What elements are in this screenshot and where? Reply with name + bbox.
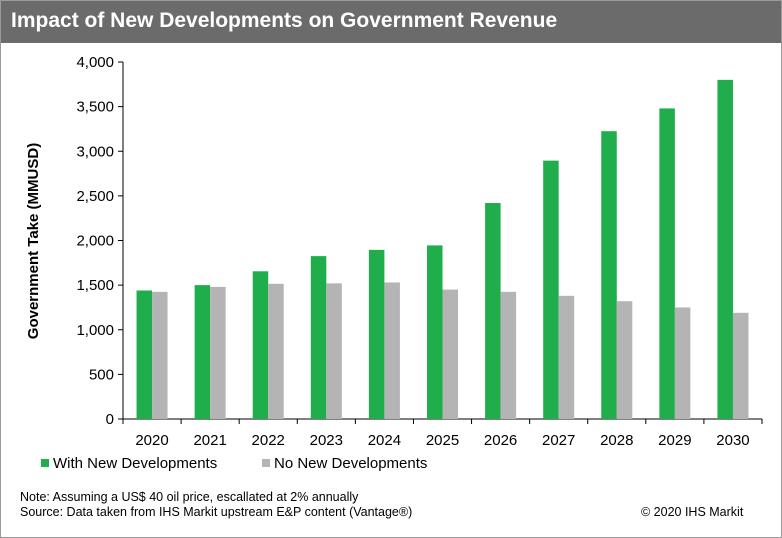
legend-label: No New Developments [274,455,427,472]
bar-no-new-developments [268,283,284,419]
title-bar: Impact of New Developments on Government… [1,1,781,43]
chart-source: Source: Data taken from IHS Markit upstr… [20,505,413,519]
y-axis-label-group: Government Take (MMUSD) [25,143,42,339]
bar-no-new-developments [326,283,342,419]
y-tick-label: 3,500 [76,99,114,116]
bar-no-new-developments [732,312,749,419]
x-tick-label: 2020 [135,432,168,449]
chart-title: Impact of New Developments on Government… [11,9,558,32]
x-tick-label: 2022 [252,432,285,449]
bar-with-new-developments [194,285,211,419]
bar-no-new-developments [558,295,575,419]
bars [136,79,749,419]
bar-no-new-developments [384,282,400,419]
bar-with-new-developments [368,249,385,419]
bar-no-new-developments [210,286,226,419]
bar-with-new-developments [427,245,443,419]
x-tick-label: 2024 [368,432,401,449]
legend-swatch [262,459,270,467]
bar-no-new-developments [674,307,691,419]
x-tick-label: 2027 [542,432,575,449]
y-tick-label: 500 [89,366,114,383]
legend-swatch [41,459,49,467]
x-tick-label: 2026 [484,432,517,449]
bar-with-new-developments [659,108,675,419]
y-tick-label: 1,500 [76,277,114,294]
x-tick-label: 2029 [658,432,691,449]
x-tick-label: 2023 [310,432,343,449]
y-tick-label: 0 [106,411,114,428]
bar-with-new-developments [485,203,501,419]
y-tick-label: 3,000 [76,143,114,160]
tick-labels: 0 500 1,000 1,500 2,000 2,500 3,000 3,500 4,000 2… [76,54,749,449]
legend-label: With New Developments [53,455,217,472]
bar-with-new-developments [717,79,733,419]
y-tick-label: 2,500 [76,188,114,205]
y-tick-label: 1,000 [76,322,114,339]
x-tick-label: 2025 [426,432,459,449]
bar-no-new-developments [616,301,633,419]
y-tick-label: 2,000 [76,233,114,250]
legend: With New Developments No New Developments [41,455,427,472]
bar-no-new-developments [500,291,517,419]
copyright: © 2020 IHS Markit [641,505,744,519]
y-tick-label: 4,000 [76,54,114,71]
chart-note: Note: Assuming a US$ 40 oil price, escal… [20,490,359,504]
bar-with-new-developments [601,131,617,419]
bar-with-new-developments [543,160,559,419]
x-tick-label: 2021 [193,432,226,449]
bar-no-new-developments [152,291,168,419]
x-tick-label: 2030 [716,432,749,449]
bar-with-new-developments [252,271,269,419]
bar-with-new-developments [310,256,327,419]
bar-with-new-developments [136,290,153,419]
y-axis-label: Government Take (MMUSD) [25,143,42,339]
bar-no-new-developments [442,289,458,419]
x-tick-label: 2028 [600,432,633,449]
